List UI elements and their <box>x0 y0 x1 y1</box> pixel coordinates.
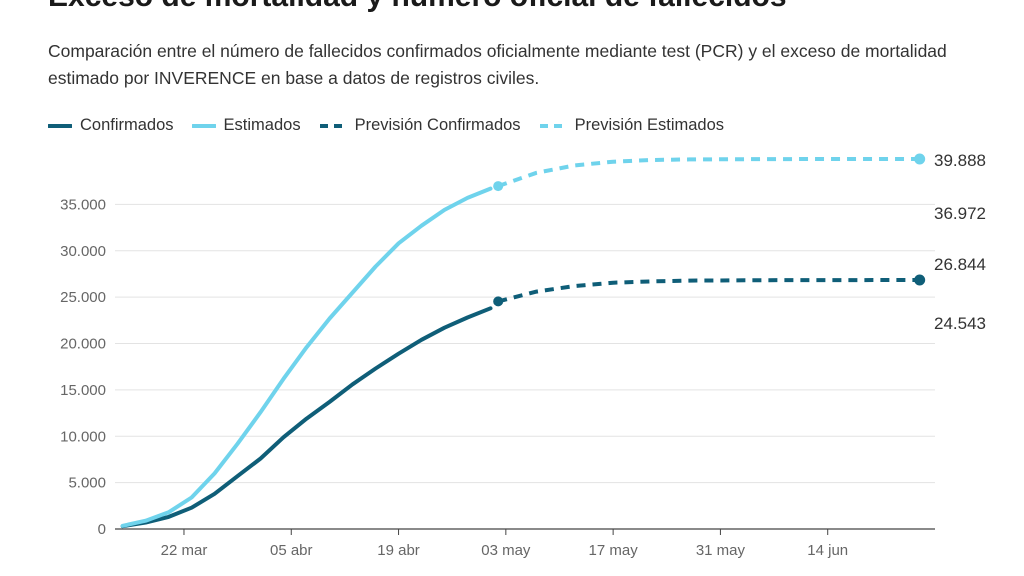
end-value-label: 26.844 <box>934 255 986 274</box>
series-line-confirmados <box>120 306 493 529</box>
legend-swatch-prevision-estimados <box>539 123 566 128</box>
forecast-start-point <box>493 296 504 307</box>
end-value-label: 39.888 <box>934 151 986 170</box>
legend-label-estimados: Estimados <box>223 116 301 134</box>
y-tick-label: 5.000 <box>68 475 106 492</box>
legend-swatch-prevision-confirmados <box>319 123 346 128</box>
end-value-label: 36.972 <box>934 204 986 223</box>
forecast-end-point <box>914 274 926 286</box>
legend-swatch-confirmados <box>48 123 72 128</box>
legend-item-prevision-estimados[interactable]: Previsión Estimados <box>539 116 724 135</box>
legend: Confirmados Estimados Previsión Confirma… <box>48 116 742 135</box>
y-tick-label: 0 <box>98 521 106 538</box>
y-tick-label: 20.000 <box>60 336 106 353</box>
x-tick-label: 31 may <box>696 542 746 559</box>
forecast-start-point <box>493 181 504 192</box>
y-tick-label: 30.000 <box>60 243 106 260</box>
chart-title: Exceso de mortalidad y número oficial de… <box>48 0 787 14</box>
x-tick-label: 17 may <box>589 542 639 559</box>
x-tick-label: 22 mar <box>161 542 208 559</box>
legend-item-prevision-confirmados[interactable]: Previsión Confirmados <box>319 116 521 135</box>
legend-label-confirmados: Confirmados <box>80 116 174 134</box>
series-line-estimados <box>120 186 493 528</box>
legend-item-confirmados[interactable]: Confirmados <box>48 116 174 135</box>
legend-label-prevision-estimados: Previsión Estimados <box>574 116 725 134</box>
x-tick-label: 05 abr <box>270 542 313 559</box>
series-line-prevision-estimados <box>497 157 920 188</box>
x-tick-label: 19 abr <box>377 542 420 559</box>
legend-item-estimados[interactable]: Estimados <box>191 116 301 135</box>
y-tick-label: 35.000 <box>60 196 106 213</box>
end-value-label: 24.543 <box>934 314 986 333</box>
forecast-end-point <box>914 153 926 165</box>
x-tick-label: 14 jun <box>807 542 848 559</box>
y-tick-label: 15.000 <box>60 382 106 399</box>
chart-subtitle: Comparación entre el número de fallecido… <box>48 41 947 88</box>
y-tick-label: 10.000 <box>60 428 106 445</box>
legend-label-prevision-confirmados: Previsión Confirmados <box>354 116 521 134</box>
series-line-prevision-confirmados <box>497 278 920 304</box>
legend-swatch-estimados <box>191 123 216 128</box>
y-tick-label: 25.000 <box>60 289 106 306</box>
x-tick-label: 03 may <box>481 542 531 559</box>
